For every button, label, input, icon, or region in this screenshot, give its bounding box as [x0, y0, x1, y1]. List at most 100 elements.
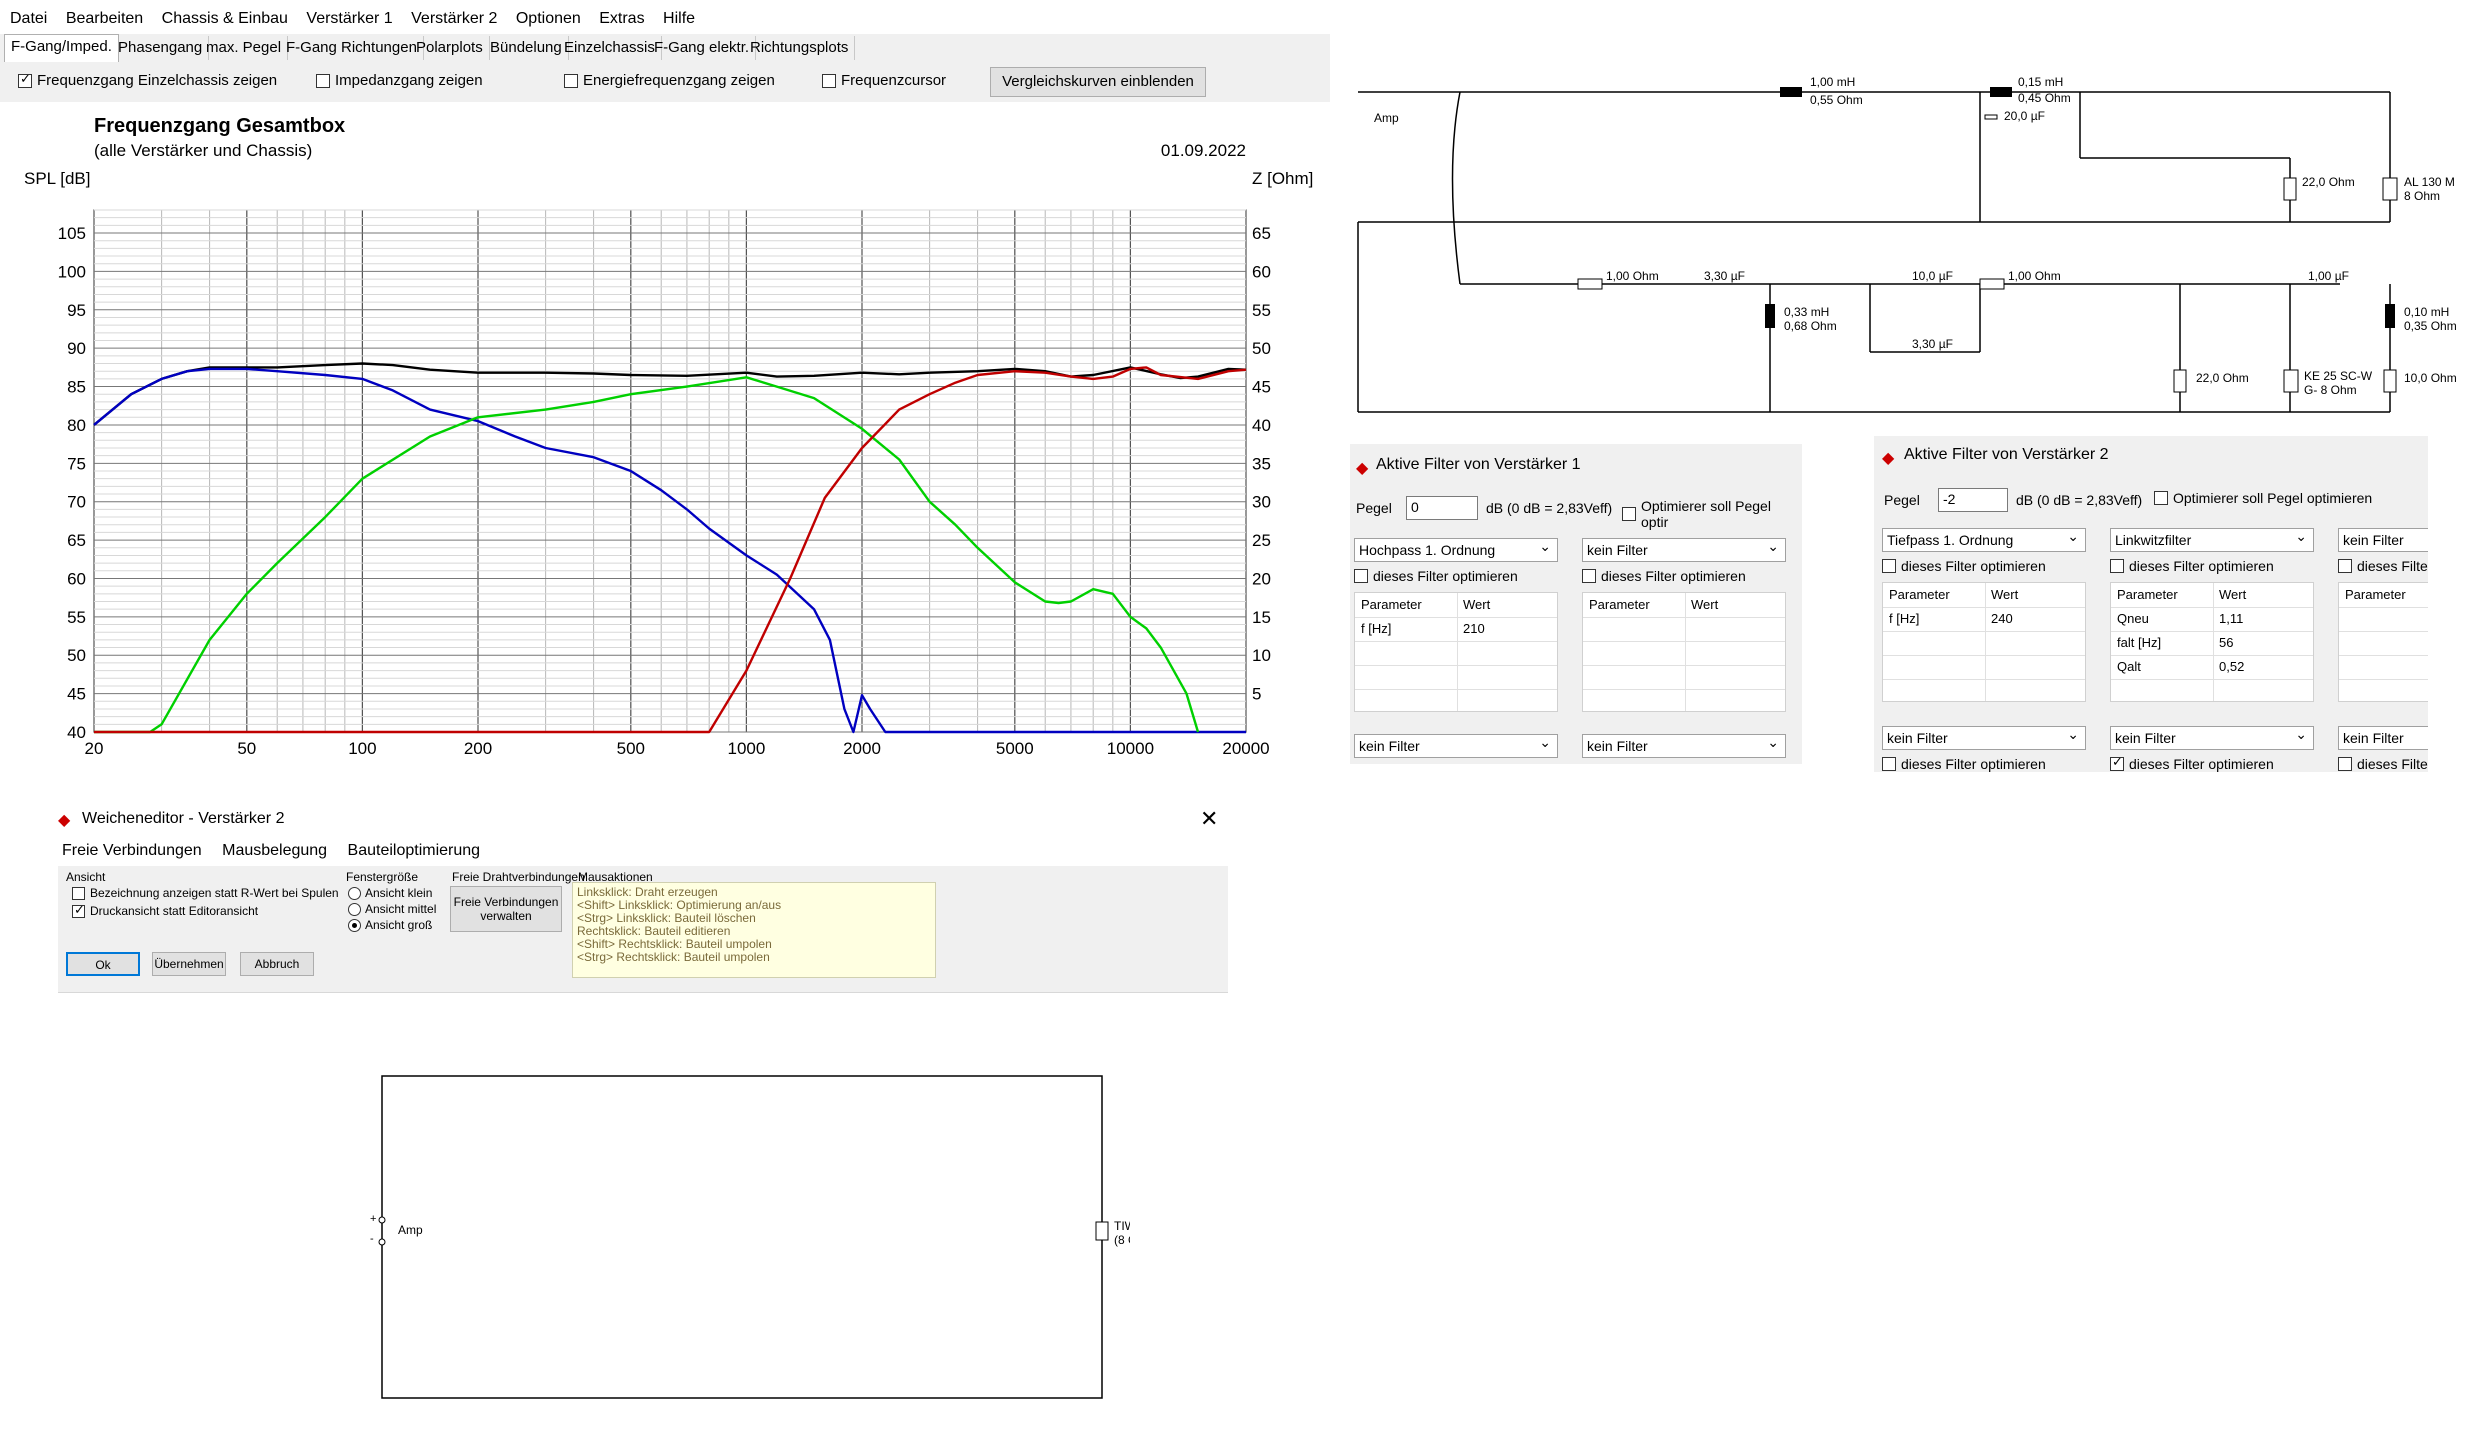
editor-driver-imp: (8 Ohm) [1114, 1233, 1130, 1247]
filter2-col2-v3[interactable]: 0,52 [2219, 659, 2245, 674]
tab-buendelung[interactable]: Bündelung [484, 36, 569, 60]
filter1-col1-opt-box[interactable] [1354, 569, 1368, 583]
filter2-type1-select[interactable]: Tiefpass 1. Ordnung [1882, 525, 2086, 552]
radio-mittel-dot[interactable] [348, 902, 361, 916]
x-tick-label: 20000 [1222, 739, 1269, 754]
tab-einzelchassis[interactable]: Einzelchassis [558, 36, 662, 60]
opt-druck[interactable]: Druckansicht statt Editoransicht [72, 902, 258, 918]
radio-klein[interactable]: Ansicht klein [348, 886, 432, 900]
y-tick-label: 75 [67, 454, 86, 473]
checkbox-impedanz[interactable] [316, 73, 330, 88]
filter2-col2-h2: Wert [2219, 587, 2247, 602]
filter1-optimize-check[interactable]: Optimierer soll Pegel optir [1622, 498, 1802, 530]
filter2-col2-opt[interactable]: dieses Filter optimieren [2110, 558, 2274, 574]
filter2-bottom1-select[interactable]: kein Filter [1882, 723, 2086, 750]
ok-button[interactable]: Ok [66, 952, 140, 976]
filter2-bottom2-opt[interactable]: dieses Filter optimieren [2110, 754, 2274, 772]
check-impedanz-label: Impedanzgang zeigen [335, 72, 483, 89]
check-einzelchassis[interactable]: Frequenzgang Einzelchassis zeigen [18, 71, 277, 89]
filter2-col2-table[interactable]: Parameter Wert Qneu 1,11 falt [Hz] 56 Qalt 0… [2110, 582, 2314, 702]
radio-gross[interactable]: Ansicht groß [348, 918, 432, 932]
opt-bezeichnung[interactable]: Bezeichnung anzeigen statt R-Wert bei Sp… [72, 886, 339, 900]
editor-menu-bauteil[interactable]: Bauteiloptimierung [347, 842, 481, 859]
menu-verstaerker1[interactable]: Verstärker 1 [306, 10, 393, 27]
checkbox-einzelchassis[interactable] [18, 71, 32, 88]
freie-verbindungen-button[interactable]: Freie Verbindungen verwalten [450, 886, 562, 932]
filter2-col1-table[interactable]: Parameter Wert f [Hz] 240 [1882, 582, 2086, 702]
checkbox-cursor[interactable] [822, 73, 836, 88]
filter2-col2-v2[interactable]: 56 [2219, 635, 2234, 650]
editor-menu-maus[interactable]: Mausbelegung [222, 842, 328, 859]
editor-menu-freie[interactable]: Freie Verbindungen [62, 842, 202, 859]
filter1-type1-select[interactable]: Hochpass 1. Ordnung [1354, 535, 1558, 562]
cancel-button[interactable]: Abbruch [240, 952, 314, 976]
filter2-bottom2-select[interactable]: kein Filter [2110, 723, 2314, 750]
radio-klein-dot[interactable] [348, 886, 361, 900]
tab-fgang-richtungen[interactable]: F-Gang Richtungen [280, 36, 424, 60]
filter2-pegel-input[interactable]: -2 [1938, 488, 2008, 512]
radio-gross-dot[interactable] [348, 918, 361, 932]
menu-hilfe[interactable]: Hilfe [663, 10, 696, 27]
filter2-type2-select[interactable]: Linkwitzfilter [2110, 525, 2314, 552]
filter2-col3-table[interactable]: Parameter [2338, 582, 2428, 702]
filter2-type3-select[interactable]: kein Filter [2338, 528, 2428, 552]
filter2-col1-opt[interactable]: dieses Filter optimieren [1882, 558, 2046, 574]
filter1-bottom1-select[interactable]: kein Filter [1354, 731, 1558, 758]
tab-fgang-imped[interactable]: F-Gang/Imped. [4, 34, 119, 63]
check-cursor-label: Frequenzcursor [841, 72, 947, 89]
checkbox-energie[interactable] [564, 73, 578, 88]
schem1-c5: 3,30 µF [1912, 337, 1953, 351]
filter2-optimize-check[interactable]: Optimierer soll Pegel optimieren [2154, 490, 2372, 506]
menu-extras[interactable]: Extras [599, 10, 645, 27]
filter2-bottom3-opt[interactable]: dieses Filte [2338, 756, 2428, 772]
tab-phasengang[interactable]: Phasengang [112, 36, 210, 60]
filter2-bottom3-select[interactable]: kein Filter [2338, 726, 2428, 750]
filter2-bottom2-opt-box[interactable] [2110, 754, 2124, 771]
filter2-bottom1-opt[interactable]: dieses Filter optimieren [1882, 756, 2046, 772]
filter1-bottom2-select[interactable]: kein Filter [1582, 731, 1786, 758]
mouse-help-box: Linksklick: Draht erzeugen <Shift> Links… [572, 882, 936, 978]
filter2-col3-opt[interactable]: dieses Filte [2338, 558, 2428, 574]
filter1-col2-h1: Parameter [1589, 597, 1650, 612]
filter1-optimize-box[interactable] [1622, 507, 1636, 521]
radio-mittel[interactable]: Ansicht mittel [348, 902, 436, 916]
filter2-col2-p2: falt [Hz] [2117, 635, 2162, 650]
filter1-col1-table[interactable]: Parameter Wert f [Hz] 210 [1354, 592, 1558, 712]
apply-button[interactable]: Übernehmen [152, 952, 226, 976]
check-energie[interactable]: Energiefrequenzgang zeigen [564, 72, 775, 89]
filter2-col1-v1[interactable]: 240 [1991, 611, 2013, 626]
filter2-col1-opt-box[interactable] [1882, 559, 1896, 573]
y2-tick-label: 50 [1252, 339, 1271, 358]
filter1-col1-opt[interactable]: dieses Filter optimieren [1354, 568, 1518, 584]
tab-richtungsplots[interactable]: Richtungsplots [744, 36, 856, 60]
menu-optionen[interactable]: Optionen [515, 10, 581, 27]
compare-curves-button[interactable]: Vergleichskurven einblenden [990, 67, 1206, 97]
editor-close-icon[interactable]: ✕ [1200, 806, 1219, 831]
opt-druck-box[interactable] [72, 902, 85, 918]
tab-max-pegel[interactable]: max. Pegel [200, 36, 289, 60]
filter1-pegel-input[interactable]: 0 [1406, 496, 1478, 520]
tab-polarplots[interactable]: Polarplots [410, 36, 490, 60]
schem1-amp: Amp [1374, 111, 1399, 125]
menu-verstaerker2[interactable]: Verstärker 2 [411, 10, 498, 27]
filter1-type2-select[interactable]: kein Filter [1582, 535, 1786, 562]
filter2-col2-opt-box[interactable] [2110, 559, 2124, 573]
filter1-col2-table[interactable]: Parameter Wert [1582, 592, 1786, 712]
filter1-col2-opt-box[interactable] [1582, 569, 1596, 583]
filter1-col2-opt[interactable]: dieses Filter optimieren [1582, 568, 1746, 584]
menu-chassis[interactable]: Chassis & Einbau [161, 10, 288, 27]
opt-bezeichnung-box[interactable] [72, 886, 85, 900]
filter2-bottom3-opt-box[interactable] [2338, 757, 2352, 771]
schem1-l1r: 0,55 Ohm [1810, 93, 1863, 107]
filter2-col3-opt-box[interactable] [2338, 559, 2352, 573]
filter1-col1-v1[interactable]: 210 [1463, 621, 1485, 636]
menu-datei[interactable]: Datei [10, 10, 48, 27]
filter2-optimize-box[interactable] [2154, 491, 2168, 505]
filter2-col2-v1[interactable]: 1,11 [2219, 611, 2244, 626]
menu-bearbeiten[interactable]: Bearbeiten [65, 10, 144, 27]
help-line: <Strg> Linksklick: Bauteil löschen [577, 911, 756, 925]
check-cursor[interactable]: Frequenzcursor [822, 72, 946, 89]
check-impedanz[interactable]: Impedanzgang zeigen [316, 72, 483, 89]
tab-fgang-elektr[interactable]: F-Gang elektr. [648, 36, 757, 60]
filter2-bottom1-opt-box[interactable] [1882, 757, 1896, 771]
